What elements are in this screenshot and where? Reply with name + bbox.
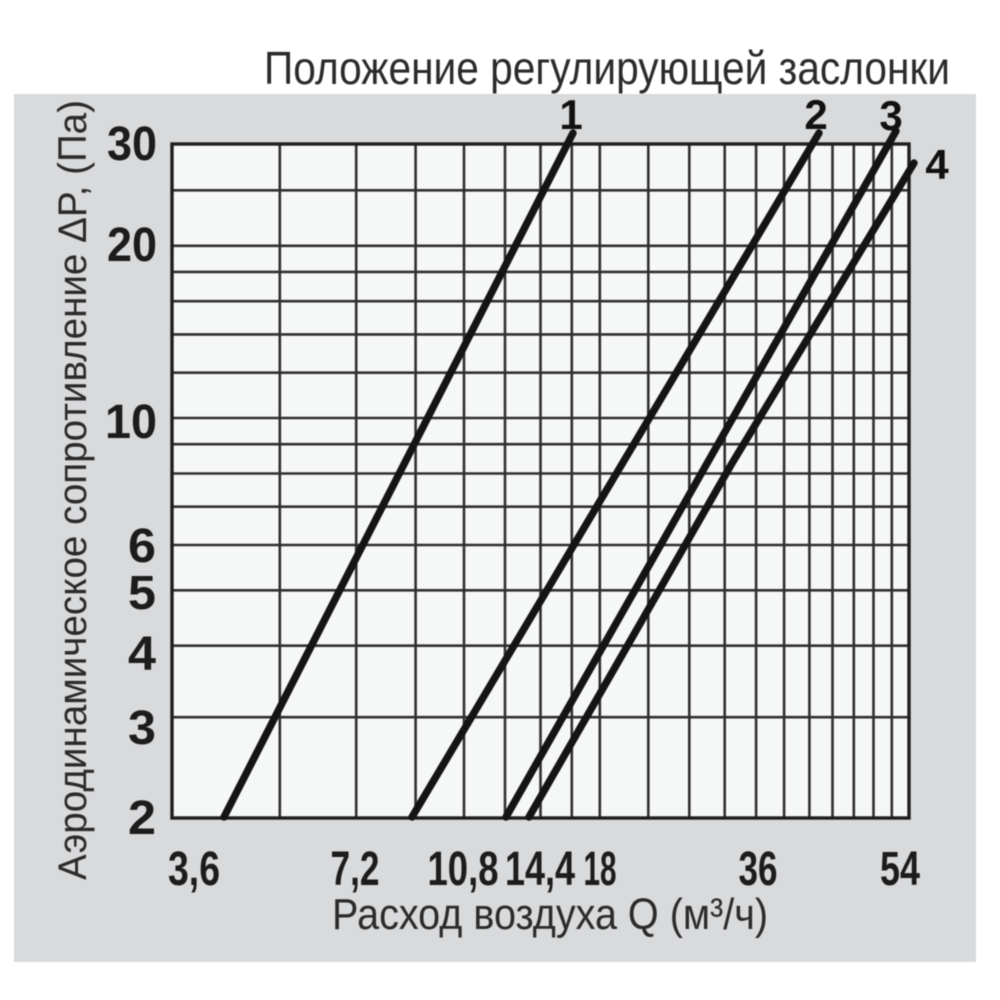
svg-text:36: 36 <box>739 843 778 896</box>
svg-text:54: 54 <box>880 843 920 896</box>
svg-text:2: 2 <box>128 792 156 845</box>
svg-text:10,8: 10,8 <box>428 843 499 896</box>
svg-text:5: 5 <box>128 567 156 620</box>
svg-text:30: 30 <box>107 118 157 171</box>
svg-text:3: 3 <box>128 702 156 755</box>
svg-text:4: 4 <box>128 628 156 681</box>
svg-text:4: 4 <box>925 141 949 188</box>
svg-text:6: 6 <box>128 520 156 573</box>
svg-text:Расход воздуха Q (м³/ч): Расход воздуха Q (м³/ч) <box>332 890 768 939</box>
svg-text:3: 3 <box>879 92 902 139</box>
svg-text:Положение регулирующей заслонк: Положение регулирующей заслонки <box>264 42 950 94</box>
svg-text:7,2: 7,2 <box>331 843 380 896</box>
svg-text:14,4: 14,4 <box>505 843 575 896</box>
svg-text:3,6: 3,6 <box>168 843 220 896</box>
svg-text:2: 2 <box>804 91 827 138</box>
svg-text:1: 1 <box>559 91 582 138</box>
svg-text:10: 10 <box>105 396 157 449</box>
svg-text:18: 18 <box>584 843 617 896</box>
svg-text:20: 20 <box>107 219 157 272</box>
svg-text:Аэродинамическое сопротивление: Аэродинамическое сопротивление ΔP, (Па) <box>51 100 95 880</box>
